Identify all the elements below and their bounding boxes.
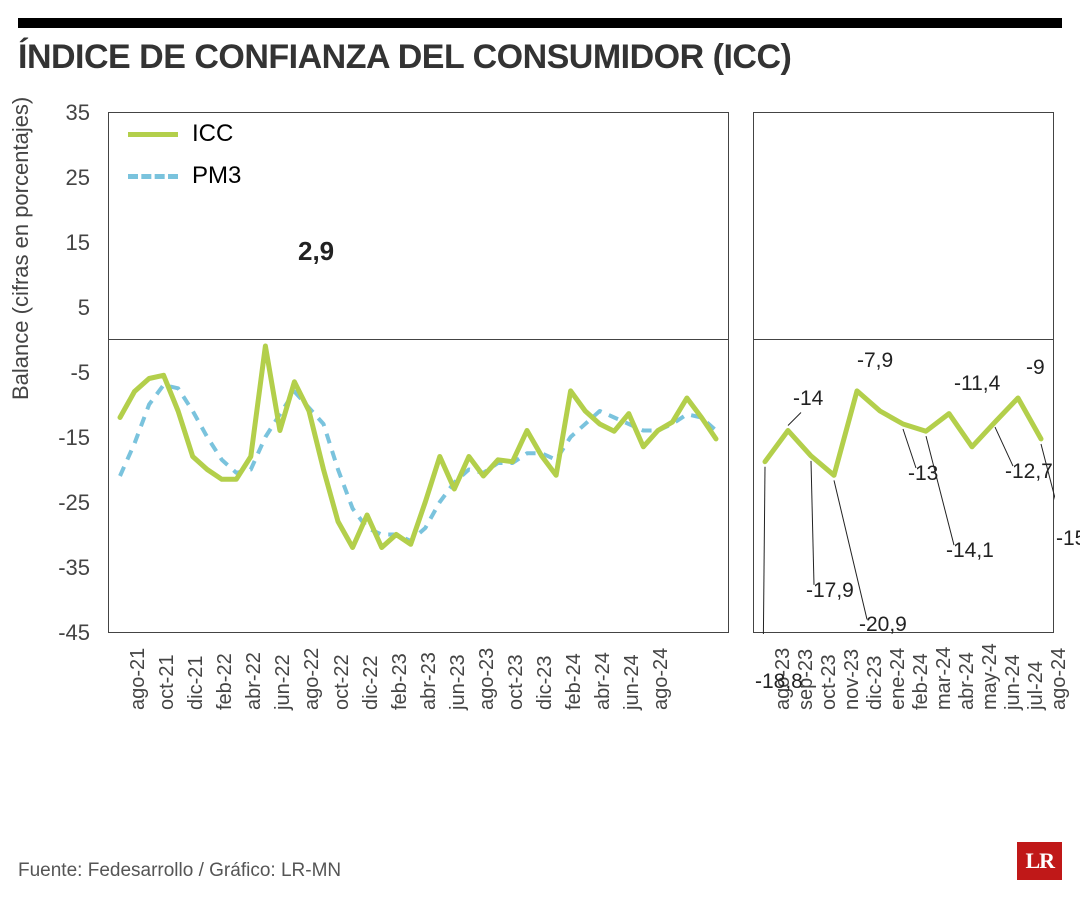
chart-area: Balance (cifras en porcentajes) ICC PM3 …	[18, 100, 1062, 820]
x-tick: nov-23	[841, 649, 864, 710]
x-tick: abr-24	[592, 652, 615, 710]
x-tick: ago-24	[1048, 648, 1071, 710]
chart-right-panel	[753, 112, 1055, 634]
x-tick: feb-22	[214, 653, 237, 710]
x-tick: feb-24	[563, 653, 586, 710]
x-tick: ago-22	[301, 648, 324, 710]
x-tick: jun-22	[272, 654, 295, 710]
y-tick: -25	[50, 490, 90, 516]
data-annotation: -9	[1026, 356, 1045, 380]
data-annotation: -17,9	[806, 579, 854, 603]
x-tick: jun-24	[1002, 654, 1025, 710]
y-tick: 15	[50, 230, 90, 256]
x-tick: jun-24	[621, 654, 644, 710]
x-tick: jun-23	[447, 654, 470, 710]
chart-left-panel	[108, 112, 730, 634]
x-tick: ago-24	[650, 648, 673, 710]
x-tick: dic-23	[534, 656, 557, 710]
x-tick: oct-22	[331, 654, 354, 710]
x-tick: jul-24	[1025, 661, 1048, 710]
x-tick: ago-21	[127, 648, 150, 710]
x-tick: dic-21	[185, 656, 208, 710]
data-annotation: -12,7	[1005, 460, 1053, 484]
y-axis-label: Balance (cifras en porcentajes)	[8, 97, 34, 400]
x-tick: feb-23	[389, 653, 412, 710]
top-bar	[18, 18, 1062, 28]
y-tick: -45	[50, 620, 90, 646]
chart-title: ÍNDICE DE CONFIANZA DEL CONSUMIDOR (ICC)	[18, 38, 791, 77]
source-text: Fuente: Fedesarrollo / Gráfico: LR-MN	[18, 860, 341, 882]
data-annotation: -13	[908, 462, 938, 486]
x-tick: oct-21	[156, 654, 179, 710]
x-tick: ene-24	[887, 648, 910, 710]
y-tick: 35	[50, 100, 90, 126]
x-tick: ago-23	[476, 648, 499, 710]
y-tick: 5	[50, 295, 90, 321]
logo: LR	[1017, 842, 1062, 880]
x-tick: mar-24	[933, 647, 956, 710]
x-tick: feb-24	[910, 653, 933, 710]
data-annotation: -14,1	[946, 539, 994, 563]
x-tick: may-24	[979, 643, 1002, 710]
data-annotation: -15,3	[1056, 527, 1080, 551]
x-tick: oct-23	[505, 654, 528, 710]
x-tick: oct-23	[818, 654, 841, 710]
x-tick: abr-22	[243, 652, 266, 710]
y-tick: -35	[50, 555, 90, 581]
y-tick: -5	[50, 360, 90, 386]
x-tick: abr-24	[956, 652, 979, 710]
y-tick: -15	[50, 425, 90, 451]
data-annotation: -11,4	[954, 372, 1000, 396]
x-tick: dic-23	[864, 656, 887, 710]
data-annotation: -20,9	[859, 613, 907, 637]
y-tick: 25	[50, 165, 90, 191]
x-tick: dic-22	[360, 656, 383, 710]
data-annotation: -14	[793, 387, 823, 411]
data-annotation: -18,8	[755, 670, 803, 694]
x-tick: abr-23	[418, 652, 441, 710]
data-annotation: -7,9	[857, 349, 893, 373]
